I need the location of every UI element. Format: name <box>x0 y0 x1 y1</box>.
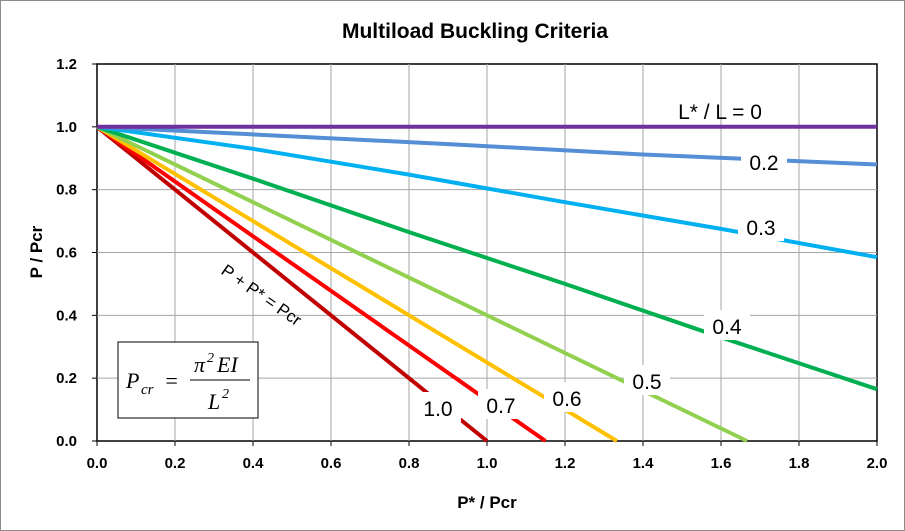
formula-box: P cr = π 2 EI L 2 <box>117 341 259 419</box>
y-tick-label: 0.4 <box>56 307 78 324</box>
y-tick-label: 1.0 <box>56 119 77 136</box>
x-tick-label: 0.6 <box>321 455 342 472</box>
series-label: 0.7 <box>486 395 515 418</box>
series-label: 0.6 <box>552 388 581 411</box>
x-tick-label: 2.0 <box>867 455 888 472</box>
tick-labels: 0.0 0.2 0.4 0.6 0.8 1.0 1.2 1.4 1.6 1.8 2.0 0.0 0.2 0… <box>56 56 887 472</box>
series-line <box>96 124 878 167</box>
series-label-bg <box>544 382 590 412</box>
x-tick-label: 0.0 <box>87 455 108 472</box>
formula-numerator-rest: EI <box>216 352 239 377</box>
formula-denominator-sup: 2 <box>222 387 229 402</box>
x-tick-label: 0.8 <box>399 455 420 472</box>
x-tick-label: 1.8 <box>789 455 810 472</box>
series-label-bg <box>741 146 787 176</box>
y-tick-label: 0.0 <box>56 433 77 450</box>
series-label: 0.5 <box>632 371 661 394</box>
x-tick-label: 1.0 <box>477 455 498 472</box>
series-label: 0.4 <box>712 316 742 339</box>
series-lines <box>95 124 878 443</box>
y-axis-label: P / Pcr <box>27 225 46 278</box>
series-line <box>95 125 489 443</box>
x-axis-label: P* / Pcr <box>457 493 517 512</box>
series-labels: L* / L = 0 0.2 0.3 0.4 0.5 0.6 0.7 1.0 <box>415 101 787 422</box>
chart-title: Multiload Buckling Criteria <box>342 20 608 43</box>
x-tick-label: 1.2 <box>555 455 576 472</box>
formula-denominator: L <box>207 389 220 414</box>
y-tick-label: 1.2 <box>56 56 77 73</box>
x-tick-label: 0.2 <box>165 455 186 472</box>
y-tick-label: 0.8 <box>56 182 77 199</box>
formula-lhs-sub: cr <box>141 382 154 398</box>
series-label-bg <box>624 365 670 395</box>
series-label: 0.3 <box>746 217 775 240</box>
series-line <box>96 124 878 392</box>
x-tick-label: 1.6 <box>711 455 732 472</box>
series-line <box>95 125 547 443</box>
formula-lhs: P <box>125 368 139 393</box>
series-label: 1.0 <box>423 398 452 421</box>
series-line <box>95 125 618 443</box>
series-label-bg <box>415 392 461 422</box>
formula-numerator-sup: 2 <box>207 351 214 366</box>
series-label-bg <box>704 310 750 340</box>
x-tick-label: 0.4 <box>243 455 265 472</box>
formula-numerator-pi: π <box>194 352 206 377</box>
y-tick-label: 0.2 <box>56 370 77 387</box>
series-label-bg <box>478 389 524 419</box>
x-tick-label: 1.4 <box>633 455 655 472</box>
y-tick-label: 0.6 <box>56 245 77 262</box>
series-label: L* / L = 0 <box>678 101 762 124</box>
equation-label: P + P* = Pcr <box>218 261 306 330</box>
series-label: 0.2 <box>749 152 778 175</box>
formula-equals: = <box>164 368 179 393</box>
series-label-bg <box>738 211 784 241</box>
